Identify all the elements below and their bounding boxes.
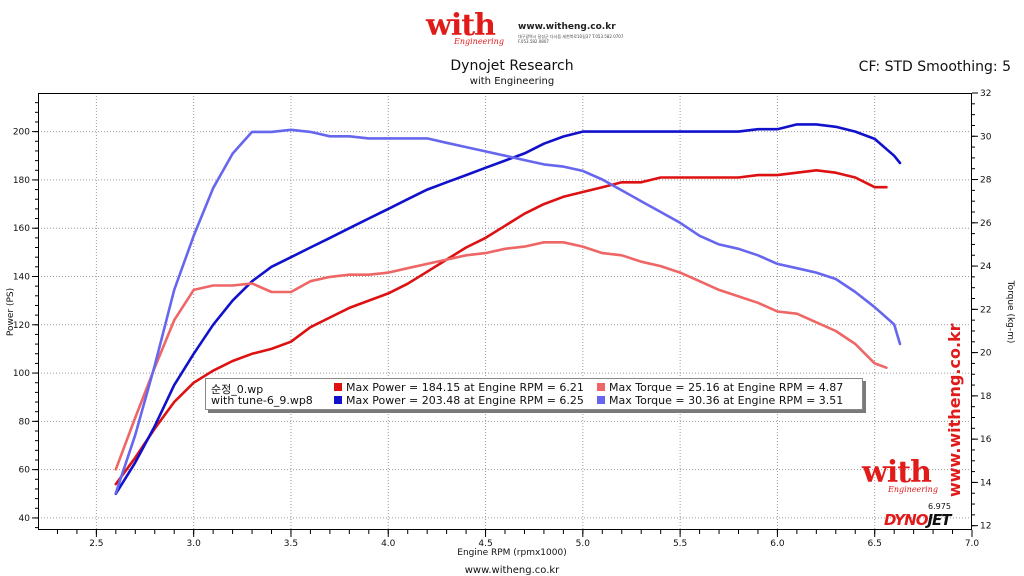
legend-text: Max Torque = 30.36 at Engine RPM = 3.51 bbox=[609, 394, 844, 407]
legend-swatch bbox=[334, 383, 342, 391]
x-tick-label: 5.5 bbox=[673, 539, 687, 549]
y2-tick-label: 14 bbox=[980, 478, 992, 488]
y2-axis-title: Torque (kg-m) bbox=[1005, 280, 1015, 344]
dynojet-logo-a: DYNO bbox=[884, 511, 928, 529]
series-line-stock-torque bbox=[114, 241, 888, 471]
y2-tick-label: 30 bbox=[980, 132, 992, 142]
legend: 순정_0.wp with tune-6_9.wp8 Max Power = 18… bbox=[205, 378, 863, 410]
series-lines bbox=[114, 123, 902, 496]
dynojet-logo-b: JET bbox=[927, 511, 951, 529]
x-axis-title: Engine RPM (rpmx1000) bbox=[457, 548, 567, 558]
plot-area bbox=[38, 93, 972, 530]
legend-text: Max Power = 203.48 at Engine RPM = 6.25 bbox=[346, 394, 584, 407]
y-tick-label: 40 bbox=[19, 514, 31, 524]
x-tick-label: 3.5 bbox=[284, 539, 298, 549]
x-tick-label: 4.0 bbox=[381, 539, 396, 549]
x-tick-label: 3.0 bbox=[187, 539, 202, 549]
logo-address: 대구광역시 달성군 다사읍 세천북로10길37 T.053.582.0707 F… bbox=[518, 34, 624, 44]
cursor-value: 6.975 bbox=[928, 502, 951, 511]
y-tick-label: 180 bbox=[13, 176, 30, 186]
legend-swatch bbox=[597, 383, 605, 391]
logo-word: with bbox=[426, 8, 496, 43]
x-tick-label: 2.5 bbox=[89, 539, 103, 549]
y2-tick-label: 22 bbox=[980, 305, 991, 315]
x-tick-label: 5.0 bbox=[576, 539, 591, 549]
y-tick-label: 100 bbox=[13, 369, 30, 379]
logo-subword: Engineering bbox=[454, 37, 504, 46]
x-tick-label: 6.5 bbox=[868, 539, 882, 549]
y2-tick-label: 32 bbox=[980, 89, 991, 99]
x-tick-label: 7.0 bbox=[965, 539, 980, 549]
y2-tick-label: 12 bbox=[980, 522, 991, 532]
y-tick-label: 80 bbox=[19, 417, 31, 427]
watermark-url-vertical: www.witheng.co.kr bbox=[945, 323, 964, 497]
watermark-logo-word: with bbox=[862, 455, 932, 490]
legend-run-tuned: with tune-6_9.wp8 bbox=[211, 394, 313, 407]
y2-tick-label: 24 bbox=[980, 262, 992, 272]
y-tick-label: 60 bbox=[19, 466, 31, 476]
x-tick-label: 4.5 bbox=[478, 539, 492, 549]
y2-tick-label: 18 bbox=[980, 392, 992, 402]
y2-tick-label: 26 bbox=[980, 219, 992, 229]
y-axis-torque: 12 14 16 18 20 22 24 26 28 30 32 bbox=[972, 89, 992, 532]
y-axis-power: 40 60 80 100 120 140 160 180 200 bbox=[13, 102, 38, 529]
logo-url: www.witheng.co.kr bbox=[518, 22, 616, 32]
legend-swatch bbox=[334, 396, 342, 404]
y2-tick-label: 20 bbox=[980, 349, 992, 359]
series-line-tuned-torque bbox=[114, 128, 902, 495]
legend-run-stock: 순정_0.wp bbox=[211, 383, 264, 396]
y2-tick-label: 28 bbox=[980, 176, 992, 186]
dynojet-logo: DYNOJET bbox=[884, 511, 952, 529]
legend-text: Max Torque = 25.16 at Engine RPM = 4.87 bbox=[609, 381, 844, 394]
y-axis-title: Power (PS) bbox=[6, 288, 16, 336]
legend-swatch bbox=[597, 396, 605, 404]
legend-entry-stock-torque: Max Torque = 25.16 at Engine RPM = 4.87 bbox=[597, 381, 843, 394]
y-tick-label: 200 bbox=[13, 128, 30, 138]
x-axis: 2.5 3.0 3.5 4.0 4.5 5.0 5.5 6.0 6.5 7.0 bbox=[56, 530, 980, 549]
series-line-stock-power bbox=[114, 169, 888, 486]
grid bbox=[38, 93, 972, 530]
y-tick-label: 120 bbox=[13, 321, 30, 331]
legend-entry-stock-power: Max Power = 184.15 at Engine RPM = 6.21 bbox=[334, 381, 584, 394]
watermark-logo-subword: Engineering bbox=[888, 485, 938, 494]
y-tick-label: 160 bbox=[13, 224, 30, 234]
with-engineering-logo: with Engineering www.witheng.co.kr 대구광역시… bbox=[426, 8, 626, 48]
legend-text: Max Power = 184.15 at Engine RPM = 6.21 bbox=[346, 381, 584, 394]
legend-entry-tuned-power: Max Power = 203.48 at Engine RPM = 6.25 bbox=[334, 394, 584, 407]
y2-tick-label: 16 bbox=[980, 435, 992, 445]
legend-entry-tuned-torque: Max Torque = 30.36 at Engine RPM = 3.51 bbox=[597, 394, 843, 407]
x-tick-label: 6.0 bbox=[770, 539, 785, 549]
chart-title: Dynojet Research bbox=[450, 58, 574, 74]
y-tick-label: 140 bbox=[13, 272, 30, 282]
footer-url: www.witheng.co.kr bbox=[464, 565, 560, 576]
cf-smoothing-label: CF: STD Smoothing: 5 bbox=[858, 59, 1011, 75]
chart-subtitle: with Engineering bbox=[469, 76, 555, 87]
